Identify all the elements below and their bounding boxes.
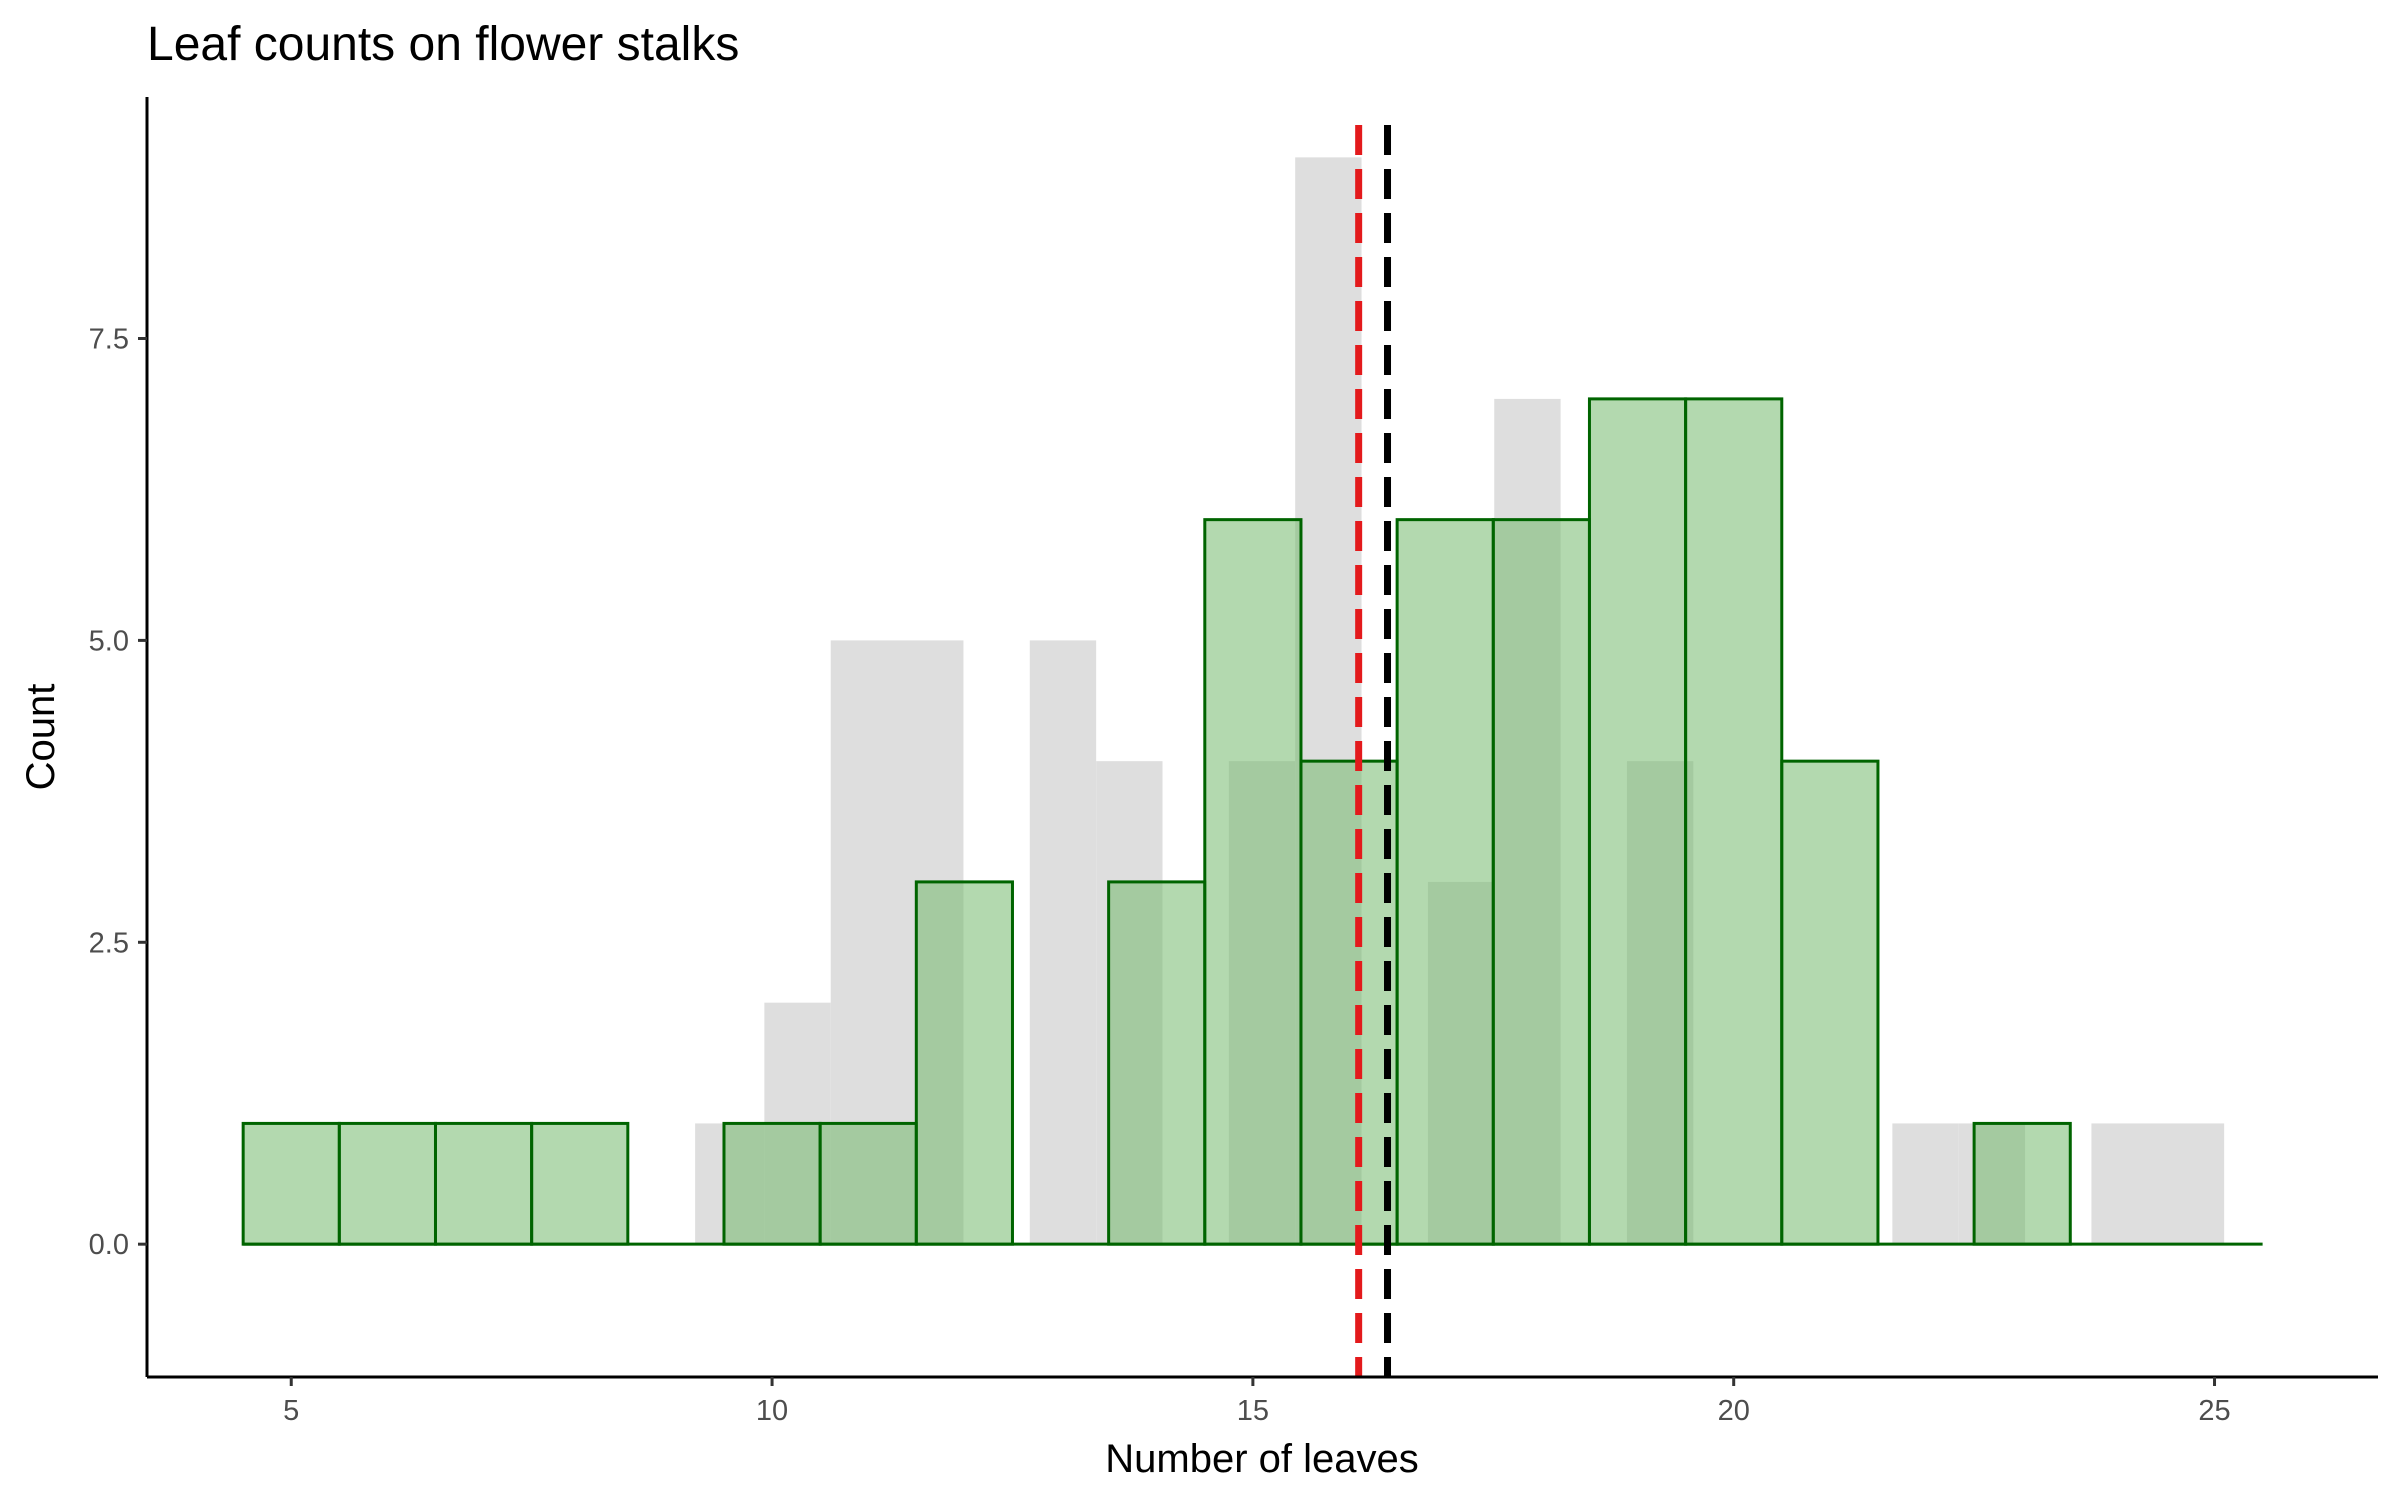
green-bar-9: [1107, 880, 1207, 1246]
green-bar-15: [1684, 397, 1784, 1246]
green-bar-7: [914, 880, 1014, 1246]
green-histogram-series: [241, 397, 2263, 1246]
green-bar-5: [722, 1121, 822, 1246]
y-axis-title: Count: [19, 684, 63, 791]
green-bar-1: [337, 1121, 437, 1246]
y-tick-label-2: 5.0: [89, 625, 129, 657]
green-bar-14: [1587, 397, 1688, 1246]
x-tick-label-2: 15: [1237, 1395, 1269, 1427]
chart-title: Leaf counts on flower stalks: [147, 18, 739, 71]
green-bar-13: [1491, 518, 1591, 1246]
green-bar-2: [433, 1121, 534, 1246]
green-bar-11: [1299, 759, 1399, 1246]
green-bar-6: [818, 1121, 918, 1246]
y-tick-label-1: 2.5: [89, 927, 129, 959]
green-bar-18: [1972, 1121, 2072, 1246]
x-axis-ticks: 5 10 15 20 25: [283, 1377, 2231, 1427]
y-tick-label-3: 7.5: [89, 324, 129, 356]
x-tick-label-3: 20: [1718, 1395, 1750, 1427]
y-tick-label-0: 0.0: [89, 1229, 129, 1261]
y-axis-ticks: 0.0 2.5 5.0 7.5: [89, 324, 147, 1261]
grey-bar-3: [1029, 640, 1097, 1245]
x-tick-label-4: 25: [2198, 1395, 2230, 1427]
green-bar-0: [241, 1121, 341, 1246]
green-bar-10: [1203, 518, 1303, 1246]
x-axis-title: Number of leaves: [1105, 1437, 1418, 1481]
green-bar-12: [1395, 518, 1495, 1246]
reference-lines: [1355, 125, 1392, 1377]
grey-bar-10: [1892, 1123, 1959, 1245]
x-tick-label-1: 10: [756, 1395, 788, 1427]
green-bar-16: [1780, 759, 1880, 1246]
x-tick-label-0: 5: [283, 1395, 299, 1427]
grey-bar-12: [2091, 1123, 2225, 1245]
green-bar-3: [530, 1121, 630, 1246]
